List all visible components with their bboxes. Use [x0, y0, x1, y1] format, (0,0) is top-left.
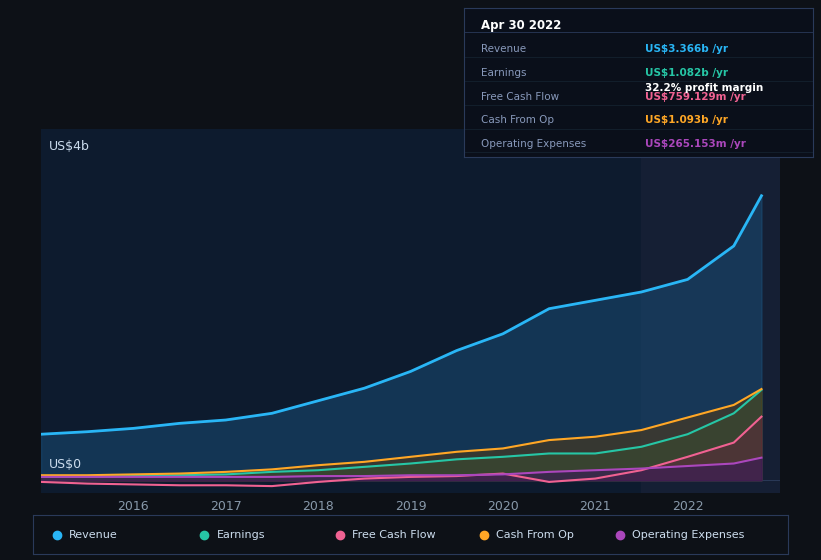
Text: US$1.082b /yr: US$1.082b /yr — [645, 68, 728, 78]
Text: Operating Expenses: Operating Expenses — [481, 139, 586, 149]
Text: 32.2% profit margin: 32.2% profit margin — [645, 83, 764, 92]
Text: Free Cash Flow: Free Cash Flow — [352, 530, 436, 540]
Text: Revenue: Revenue — [481, 44, 526, 54]
Text: Operating Expenses: Operating Expenses — [632, 530, 744, 540]
Text: US$1.093b /yr: US$1.093b /yr — [645, 115, 728, 125]
Text: Earnings: Earnings — [217, 530, 265, 540]
Text: Earnings: Earnings — [481, 68, 527, 78]
Text: US$3.366b /yr: US$3.366b /yr — [645, 44, 728, 54]
Text: Cash From Op: Cash From Op — [496, 530, 574, 540]
Bar — [641, 129, 780, 493]
Text: US$265.153m /yr: US$265.153m /yr — [645, 139, 746, 149]
Text: US$0: US$0 — [48, 458, 81, 471]
Text: US$4b: US$4b — [48, 140, 89, 153]
Text: Revenue: Revenue — [69, 530, 118, 540]
Text: Cash From Op: Cash From Op — [481, 115, 554, 125]
Text: US$759.129m /yr: US$759.129m /yr — [645, 91, 746, 101]
Text: Free Cash Flow: Free Cash Flow — [481, 91, 559, 101]
Text: Apr 30 2022: Apr 30 2022 — [481, 19, 562, 32]
